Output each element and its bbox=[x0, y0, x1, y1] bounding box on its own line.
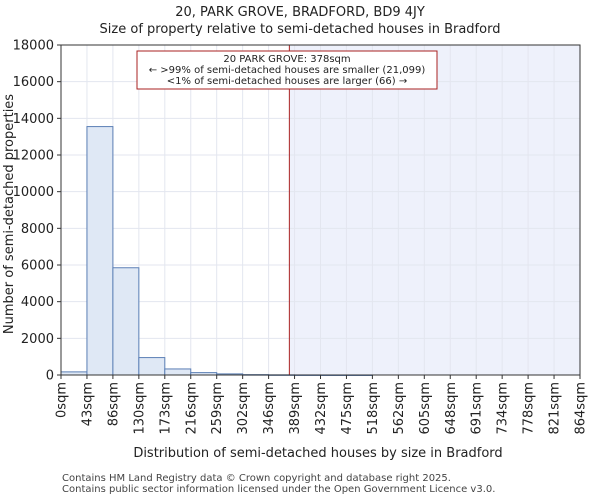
y-tick-label: 12000 bbox=[13, 149, 54, 164]
annotation-line-1: 20 PARK GROVE: 378sqm bbox=[223, 54, 350, 65]
histogram-bar-130sqm bbox=[138, 357, 166, 376]
y-tick-label: 6000 bbox=[21, 259, 54, 274]
chart-title-block: 20, PARK GROVE, BRADFORD, BD9 4JY Size o… bbox=[0, 4, 600, 38]
x-tick-label: 691sqm bbox=[470, 382, 485, 435]
annotation-box: 20 PARK GROVE: 378sqm ← >99% of semi-det… bbox=[136, 50, 438, 90]
x-axis: 0sqm 43sqm 86sqm 130sqm 173sqm 216sqm 259sqm 30… bbox=[55, 375, 589, 435]
x-tick-label: 346sqm bbox=[262, 382, 277, 435]
y-tick-label: 18000 bbox=[13, 39, 54, 54]
x-tick-label: 259sqm bbox=[210, 382, 225, 435]
x-tick-label: 302sqm bbox=[236, 382, 251, 435]
histogram-bar-86sqm bbox=[112, 267, 140, 376]
footer-line-2: Contains public sector information licen… bbox=[62, 484, 496, 495]
histogram-bar-43sqm bbox=[86, 126, 114, 376]
bars-layer bbox=[60, 126, 373, 376]
y-tick-label: 2000 bbox=[21, 332, 54, 347]
x-tick-label: 216sqm bbox=[184, 382, 199, 435]
annotation-border bbox=[136, 50, 438, 90]
annotation-line-3: <1% of semi-detached houses are larger (… bbox=[167, 76, 407, 87]
x-tick-label: 518sqm bbox=[366, 382, 381, 435]
annotation-line-2: ← >99% of semi-detached houses are small… bbox=[149, 65, 426, 76]
y-axis: 0 2000 4000 6000 8000 10000 12000 14000 16000 180… bbox=[13, 39, 61, 384]
y-tick-label: 14000 bbox=[13, 112, 54, 127]
y-tick-label: 8000 bbox=[21, 222, 54, 237]
shaded-larger-region bbox=[289, 45, 580, 375]
footer-line-1: Contains HM Land Registry data © Crown c… bbox=[62, 473, 451, 484]
y-axis-label: Number of semi-detached properties bbox=[2, 94, 17, 334]
x-tick-label: 605sqm bbox=[418, 382, 433, 435]
x-tick-label: 648sqm bbox=[444, 382, 459, 435]
y-tick-label: 4000 bbox=[21, 295, 54, 310]
x-tick-label: 864sqm bbox=[574, 382, 589, 435]
histogram-bar-173sqm bbox=[164, 368, 192, 376]
y-tick-label: 10000 bbox=[13, 185, 54, 200]
chart-title-address: 20, PARK GROVE, BRADFORD, BD9 4JY bbox=[175, 5, 425, 20]
x-tick-label: 475sqm bbox=[340, 382, 355, 435]
chart-title-subtitle: Size of property relative to semi-detach… bbox=[99, 22, 501, 37]
x-tick-label: 562sqm bbox=[392, 382, 407, 435]
x-tick-label: 86sqm bbox=[106, 382, 121, 426]
x-tick-label: 432sqm bbox=[314, 382, 329, 435]
x-tick-label: 130sqm bbox=[132, 382, 147, 435]
attribution-footer: Contains HM Land Registry data © Crown c… bbox=[62, 473, 495, 495]
x-tick-label: 734sqm bbox=[496, 382, 511, 435]
x-tick-label: 821sqm bbox=[548, 382, 563, 435]
y-tick-label: 16000 bbox=[13, 75, 54, 90]
x-tick-label: 778sqm bbox=[522, 382, 537, 435]
histogram-chart: 0 2000 4000 6000 8000 10000 12000 14000 16000 180… bbox=[2, 39, 589, 462]
x-tick-label: 173sqm bbox=[158, 382, 173, 435]
x-tick-label: 0sqm bbox=[55, 382, 70, 418]
x-axis-label: Distribution of semi-detached houses by … bbox=[133, 446, 502, 461]
x-tick-label: 389sqm bbox=[288, 382, 303, 435]
x-tick-label: 43sqm bbox=[80, 382, 95, 426]
y-tick-label: 0 bbox=[46, 369, 54, 384]
